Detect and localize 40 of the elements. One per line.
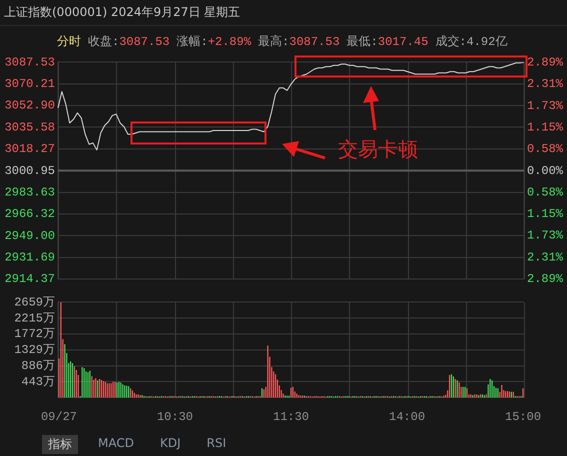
y-tick-label: 3035.58 [4,120,55,134]
y2-tick-label: 1.73% [527,98,564,113]
x-tick-label: 11:30 [272,410,310,424]
y-tick-label: 2659万 [14,295,55,310]
y-tick-label: 2983.63 [4,185,55,200]
y2-tick-label: 0.00% [527,164,564,178]
annotation: 交易卡顿 [338,136,418,163]
y2-tick-label: 2.31% [527,250,564,264]
y-tick-label: 2966.32 [4,207,55,222]
y-tick-label: 3018.27 [4,142,55,156]
x-tick-label: 10:30 [156,410,193,424]
y2-tick-label: 0.58% [527,186,564,200]
x-tick-label: 14:00 [389,410,426,424]
y-tick-label: 2931.69 [4,250,55,264]
chart-title: 上证指数(000001) 2024年9月27日 星期五 [4,4,240,21]
text: 指标 [42,435,78,454]
y-tick-label: 3087.53 [4,55,55,70]
y-tick-label: 3000.95 [4,164,55,178]
y2-tick-label: 2.89% [527,272,564,286]
y-tick-label: 3052.90 [4,98,55,113]
x-tick-label: 15:00 [505,410,542,424]
y-tick-label: 2914.37 [4,272,55,286]
y2-tick-label: 2.31% [527,77,564,92]
x-tick-label: 09/27 [40,410,77,424]
y2-tick-label: 1.15% [527,120,564,135]
text: RSI [206,435,228,452]
y2-tick-label: 1.73% [527,228,564,243]
y2-tick-label: 0.58% [527,142,564,156]
y2-tick-label: 2.89% [527,55,564,70]
y-tick-label: 1772万 [14,327,55,342]
text: MACD [97,435,135,452]
y-tick-label: 2215万 [14,311,55,326]
y-tick-label: 886万 [21,358,55,373]
y2-tick-label: 1.15% [527,206,564,221]
y-tick-label: 1329万 [14,343,55,358]
y-tick-label: 3070.21 [4,77,55,92]
text: 分时 收盘:3087.53 涨幅:+2.89% 最高:3087.53 最低:3017.45 成交:4.92亿 [57,35,508,49]
y-tick-label: 2949.00 [4,228,55,243]
y-tick-label: 443万 [21,374,55,389]
text: KDJ [158,435,182,452]
